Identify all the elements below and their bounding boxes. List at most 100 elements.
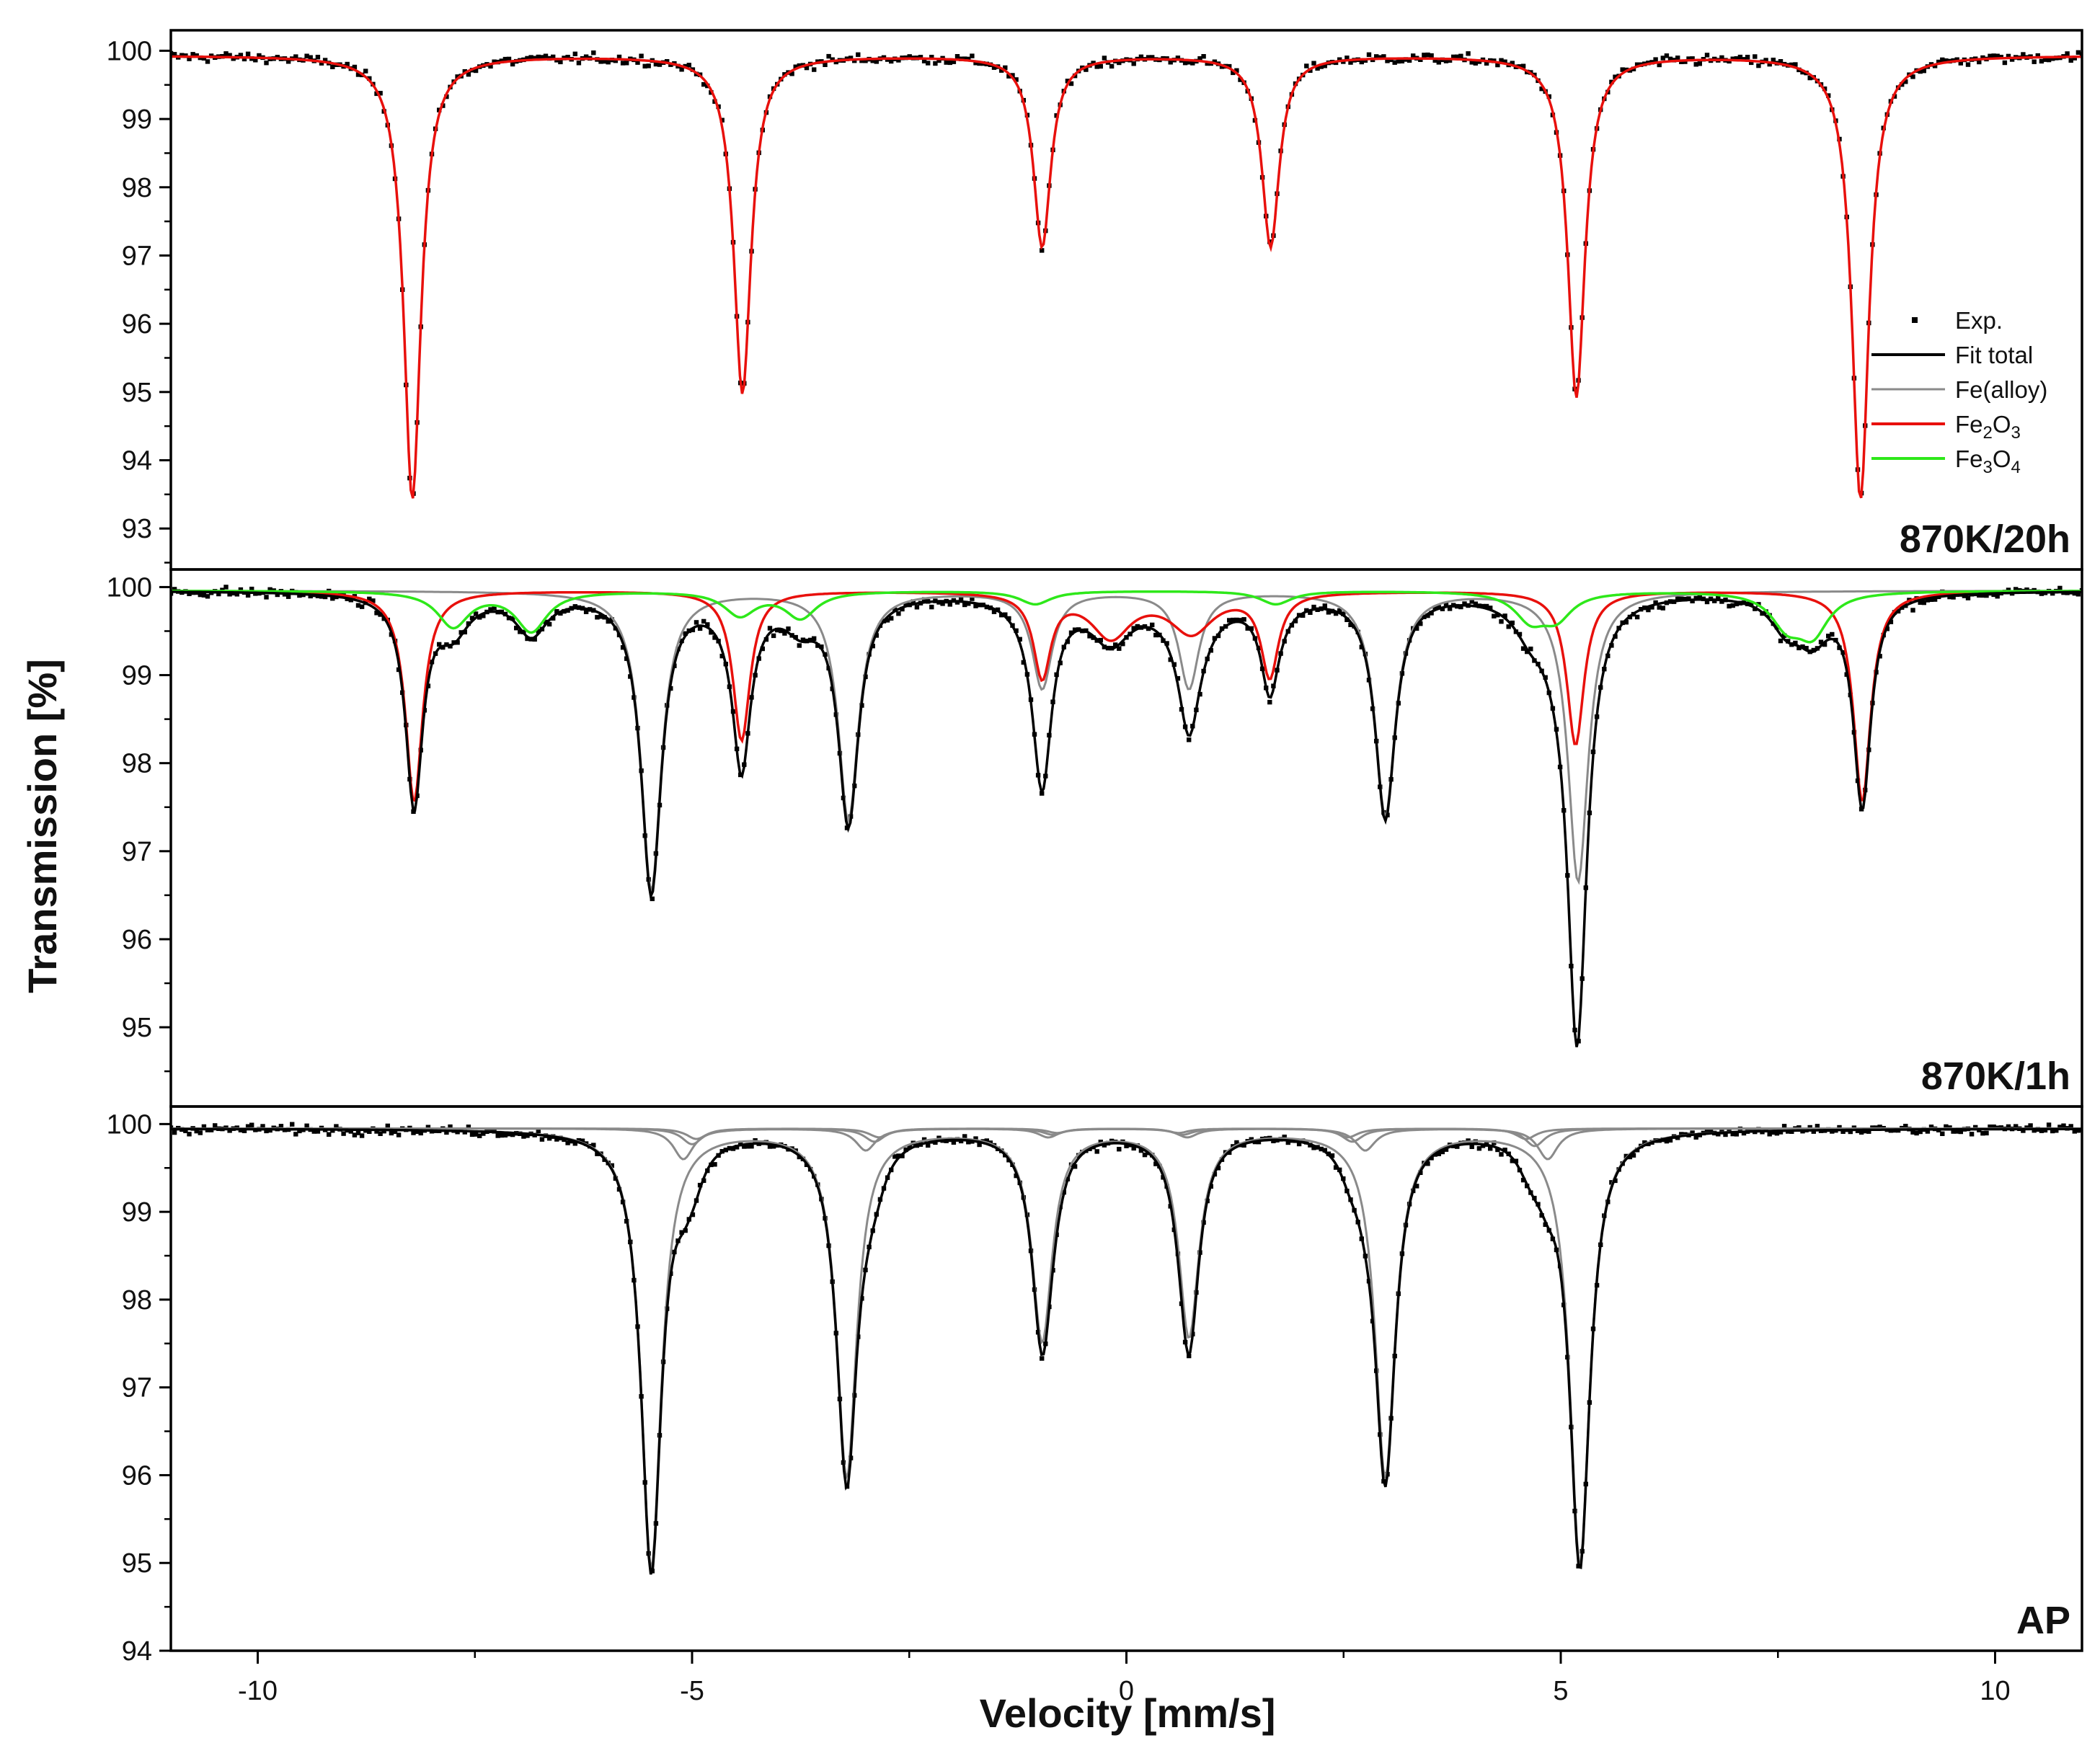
experimental-point <box>1234 68 1239 73</box>
y-tick-label: 99 <box>122 661 152 691</box>
experimental-point <box>488 1127 493 1132</box>
experimental-point <box>1414 1184 1419 1189</box>
experimental-point <box>598 59 603 64</box>
experimental-point <box>213 1123 218 1128</box>
experimental-point <box>1675 56 1680 61</box>
experimental-point <box>510 1132 515 1137</box>
experimental-point <box>1175 675 1181 681</box>
experimental-point <box>499 58 504 63</box>
experimental-point <box>2039 1128 2044 1133</box>
y-tick-label: 97 <box>122 1373 152 1403</box>
experimental-point <box>1954 1129 1959 1134</box>
experimental-point <box>1488 1146 1493 1151</box>
experimental-point <box>1480 603 1486 609</box>
experimental-point <box>807 637 813 643</box>
experimental-point <box>572 1141 577 1146</box>
experimental-point <box>554 609 559 614</box>
experimental-point <box>1800 69 1805 75</box>
experimental-point <box>712 635 717 640</box>
experimental-point <box>1432 58 1437 63</box>
legend-label-main: Exp. <box>1955 307 2003 334</box>
legend-entry: Exp. <box>1912 307 2003 334</box>
experimental-point <box>1399 58 1405 63</box>
experimental-point <box>1539 87 1544 92</box>
experimental-point <box>477 1133 482 1138</box>
experimental-point <box>1344 56 1350 61</box>
experimental-point <box>1227 618 1232 623</box>
experimental-point <box>1708 1129 1714 1134</box>
component-line <box>171 55 2082 499</box>
experimental-point <box>1995 594 2000 599</box>
experimental-point <box>330 64 335 69</box>
experimental-point <box>1506 624 1511 629</box>
experimental-point <box>1925 1129 1931 1134</box>
panel-label: 870K/1h <box>1921 1055 2070 1098</box>
experimental-point <box>1716 595 1721 600</box>
experimental-point <box>1249 1137 1254 1142</box>
experimental-point <box>1940 57 1945 63</box>
experimental-point <box>1374 54 1379 59</box>
experimental-point <box>1429 53 1434 58</box>
experimental-point <box>694 620 699 625</box>
experimental-point <box>359 604 365 609</box>
experimental-point <box>285 594 291 599</box>
experimental-point <box>2054 1128 2059 1133</box>
y-tick-label: 100 <box>107 36 152 66</box>
experimental-point <box>1462 601 1467 606</box>
experimental-point <box>1014 77 1019 82</box>
experimental-point <box>701 618 706 624</box>
experimental-point <box>1245 626 1250 631</box>
experimental-point <box>1087 634 1092 639</box>
experimental-point <box>830 57 835 62</box>
experimental-point <box>506 56 512 62</box>
experimental-point <box>602 58 607 64</box>
experimental-point <box>1771 58 1776 63</box>
experimental-point <box>1337 608 1342 613</box>
experimental-point <box>1991 53 1996 58</box>
experimental-point <box>804 65 810 71</box>
experimental-point <box>473 68 479 74</box>
experimental-point <box>1774 1131 1780 1136</box>
experimental-point <box>1301 613 1306 618</box>
experimental-point <box>327 1132 332 1137</box>
experimental-point <box>966 56 971 62</box>
experimental-point <box>1231 70 1236 76</box>
experimental-point <box>1958 61 1963 66</box>
experimental-point <box>2061 1123 2066 1128</box>
experimental-point <box>2050 56 2055 61</box>
experimental-point <box>782 631 787 636</box>
experimental-point <box>396 1132 402 1137</box>
experimental-point <box>242 56 247 62</box>
experimental-point <box>709 630 714 635</box>
experimental-point <box>1944 1124 1949 1130</box>
panel-label: AP <box>2016 1599 2070 1642</box>
experimental-point <box>1719 599 1724 604</box>
experimental-point <box>962 602 967 608</box>
experimental-point <box>1918 68 1923 74</box>
experimental-point <box>322 58 328 63</box>
experimental-point <box>264 595 269 600</box>
experimental-point <box>2032 1128 2037 1133</box>
experimental-point <box>1484 61 1489 66</box>
experimental-point <box>227 1128 232 1133</box>
panel-label: 870K/20h <box>1900 518 2070 561</box>
experimental-point <box>1778 59 1784 64</box>
experimental-point <box>1348 622 1353 627</box>
experimental-point <box>1502 59 1507 64</box>
experimental-point <box>187 1132 192 1137</box>
experimental-point <box>1730 1131 1735 1137</box>
experimental-point <box>473 1132 479 1137</box>
experimental-point <box>1311 1145 1316 1150</box>
experimental-point <box>1793 62 1798 67</box>
experimental-point <box>1153 632 1158 638</box>
experimental-point <box>418 1130 423 1136</box>
experimental-point <box>1381 54 1386 59</box>
experimental-point <box>1455 1144 1460 1149</box>
experimental-point <box>245 51 251 56</box>
experimental-point <box>1205 61 1210 66</box>
experimental-point <box>466 72 471 77</box>
y-tick-label: 95 <box>122 378 152 408</box>
experimental-point <box>2068 58 2073 63</box>
experimental-point <box>525 636 530 642</box>
experimental-point <box>1697 595 1702 600</box>
